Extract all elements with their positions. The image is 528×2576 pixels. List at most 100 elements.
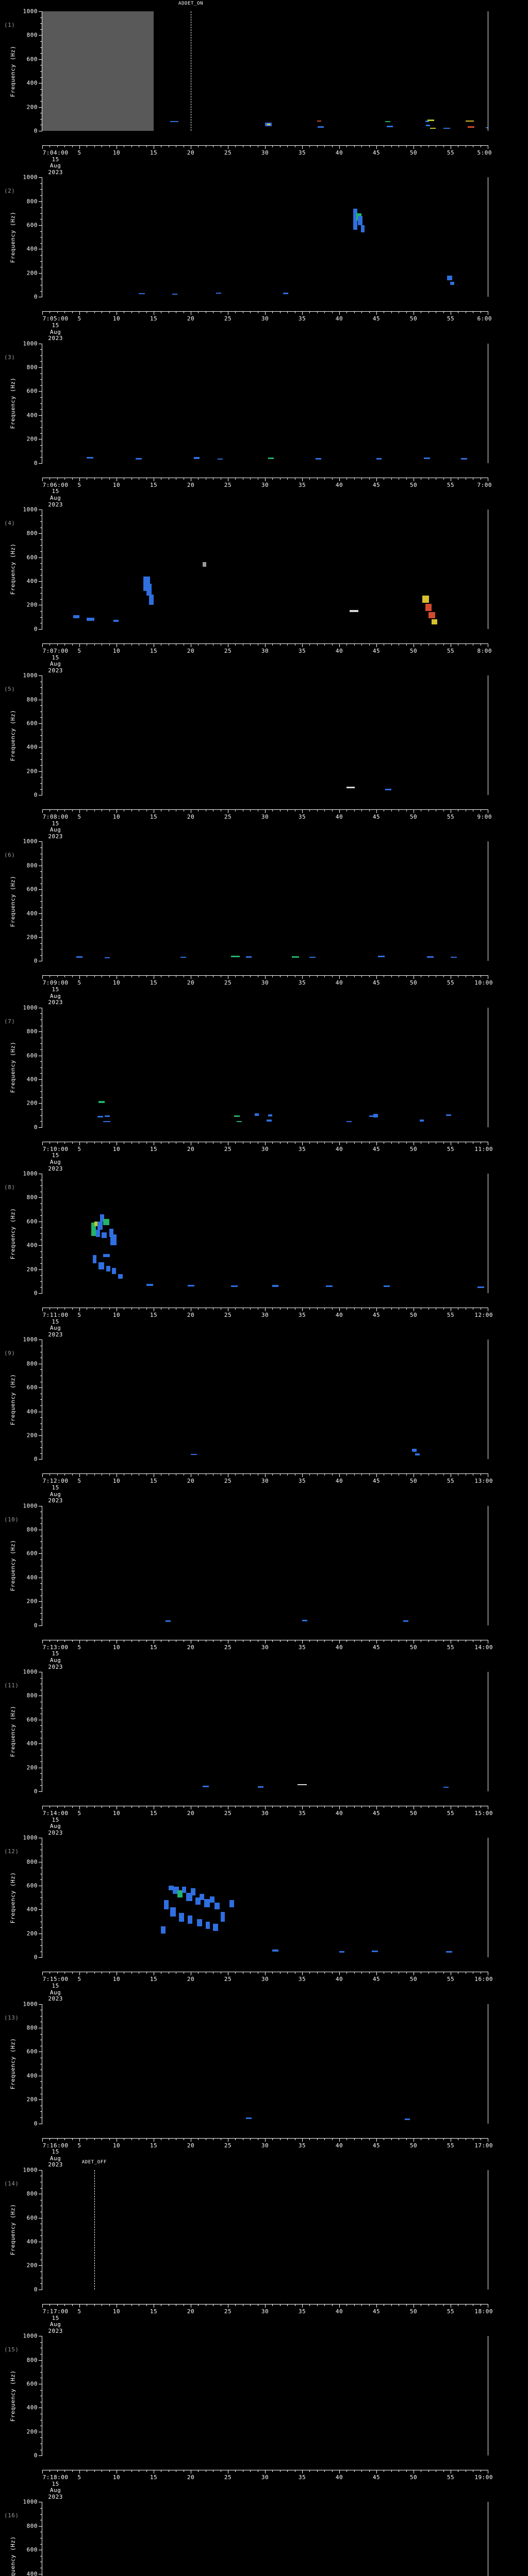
detection-mark (415, 1453, 420, 1456)
y-tick-minor (40, 41, 42, 42)
detection-mark (172, 293, 178, 295)
x-tick-minor (361, 2470, 362, 2472)
x-tick-minor (235, 1308, 236, 1310)
x-tick-minor (369, 1972, 370, 1974)
x-axis-date-part: 15 (52, 820, 59, 827)
x-tick-minor (64, 1805, 65, 1808)
x-tick-minor (332, 1639, 333, 1642)
y-tick-major (39, 889, 42, 890)
x-tick-label: 35 (298, 1643, 306, 1651)
detection-mark (182, 1887, 187, 1893)
y-tick-label: 800 (26, 1360, 38, 1367)
detection-mark (149, 594, 154, 605)
x-tick-minor (309, 1473, 310, 1476)
detection-mark (190, 1454, 197, 1455)
x-tick-minor (272, 643, 273, 646)
x-tick-major (302, 2138, 303, 2142)
x-axis: 7:05:00 15 Aug 2023 5 10 15 20 25 30 35 40 45 50 55 6:0… (42, 311, 491, 342)
x-axis-start-time: 7:08:00 (42, 814, 69, 821)
y-tick-label: 0 (34, 2286, 38, 2293)
x-tick-minor (131, 1308, 132, 1310)
detection-mark (350, 609, 359, 613)
detection-mark (217, 458, 223, 460)
x-tick-label: 25 (224, 1643, 232, 1651)
plot-frame: 0 200 400 600 800 1000 (23, 2167, 488, 2292)
x-tick-minor (72, 1473, 73, 1476)
detection-mark (465, 120, 474, 122)
x-tick-minor (391, 477, 392, 480)
x-axis-start-time: 7:06:00 (42, 481, 69, 488)
y-tick-minor (40, 1215, 42, 1216)
x-tick-label: 45 (372, 2142, 381, 2149)
x-tick-minor (391, 1308, 392, 1310)
panel-index-label: (1) (4, 22, 15, 28)
x-tick-minor (198, 1805, 199, 1808)
y-tick-major (39, 59, 42, 60)
x-tick-minor (287, 1805, 288, 1808)
x-tick-label: 30 (261, 2474, 269, 2481)
x-tick-label: 5 (77, 315, 81, 323)
y-tick-minor (40, 859, 42, 860)
y-tick-minor (40, 789, 42, 790)
x-axis-end-label: 10:00 (474, 979, 493, 987)
x-tick-minor (146, 2138, 147, 2140)
x-tick-major (302, 1473, 303, 1478)
x-tick-minor (443, 477, 444, 480)
x-tick-minor (332, 2138, 333, 2140)
detection-mark (196, 1919, 202, 1926)
detection-mark (245, 2117, 252, 2120)
y-tick-label: 800 (26, 2357, 38, 2364)
panel-index-label: (4) (4, 519, 15, 527)
detection-mark (205, 1921, 210, 1929)
x-tick-minor (64, 2138, 65, 2140)
detection-mark (92, 1255, 97, 1264)
x-axis-start-label: 7:14:00 15 Aug 2023 (35, 1810, 76, 1837)
y-tick-major (39, 1387, 42, 1388)
y-axis-label-text: Frequency (Hz) (9, 377, 16, 429)
y-axis-label: Frequency (Hz) (9, 1340, 16, 1459)
detection-mark (106, 1265, 111, 1272)
x-tick-minor (146, 2470, 147, 2472)
x-axis-date-part: 2023 (48, 1829, 63, 1836)
y-tick-label: 800 (26, 2190, 38, 2197)
y-tick-minor (40, 1773, 42, 1774)
x-tick-minor (443, 2138, 444, 2140)
y-tick-minor (40, 1945, 42, 1946)
x-axis-date-part: Aug (50, 1989, 61, 1996)
plot-area (42, 1505, 488, 1625)
y-tick-label: 0 (34, 791, 38, 799)
y-tick-minor (40, 183, 42, 184)
x-tick-minor (131, 1639, 132, 1642)
y-tick-label: 0 (34, 2452, 38, 2459)
detection-mark (447, 275, 452, 280)
y-tick-minor (40, 355, 42, 356)
x-tick-major (265, 1639, 266, 1643)
x-tick-minor (64, 145, 65, 147)
detection-mark (220, 1912, 225, 1922)
x-tick-minor (354, 1308, 355, 1310)
x-tick-minor (428, 145, 429, 147)
y-tick-label: 400 (26, 2570, 38, 2576)
y-tick-minor (40, 403, 42, 404)
plot-frame: 0 200 400 600 800 1000 (23, 2001, 488, 2126)
x-axis-start-time: 7:11:00 (42, 1312, 69, 1319)
detection-mark (103, 1253, 110, 1258)
y-tick-label: 0 (34, 625, 38, 633)
x-tick-major (265, 311, 266, 315)
x-tick-minor (198, 809, 199, 812)
detection-mark (425, 604, 432, 612)
x-tick-minor (317, 2303, 318, 2306)
y-tick-minor (40, 1233, 42, 1234)
x-axis-date-part: 2023 (48, 1331, 63, 1338)
x-tick-minor (72, 2470, 73, 2472)
detection-mark (170, 121, 178, 123)
x-tick-minor (64, 643, 65, 646)
x-tick-minor (428, 1141, 429, 1144)
x-axis-start-label: 7:18:00 15 Aug 2023 (35, 2475, 76, 2501)
x-tick-label: 25 (224, 1478, 232, 1485)
y-axis-label-text: Frequency (Hz) (9, 709, 16, 761)
x-tick-minor (354, 975, 355, 978)
detection-mark (87, 456, 94, 459)
y-tick-major (39, 1031, 42, 1032)
x-tick-major (265, 2470, 266, 2474)
